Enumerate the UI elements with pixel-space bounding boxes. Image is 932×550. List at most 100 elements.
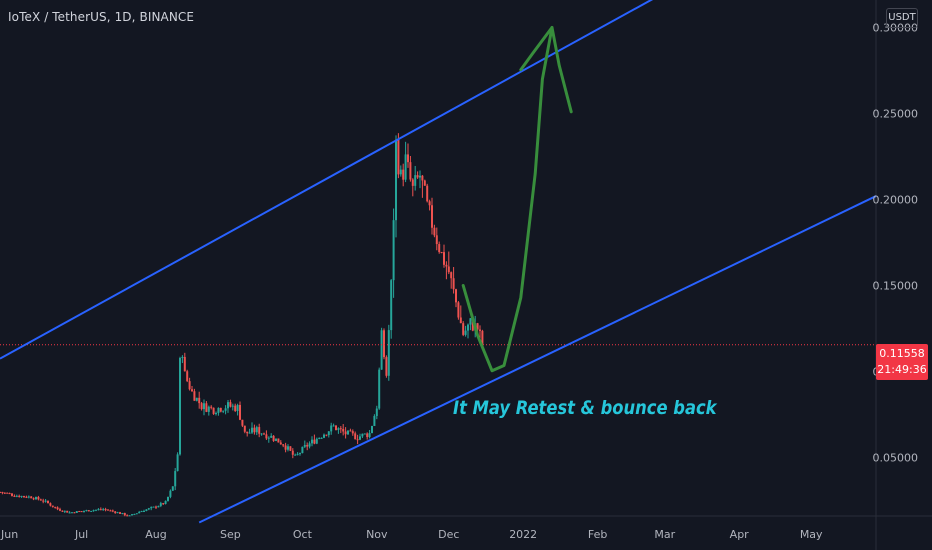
candle-body: [339, 428, 342, 430]
candle-body: [155, 506, 157, 508]
candle-body: [402, 169, 405, 180]
candle-body: [443, 252, 445, 265]
candle-body: [111, 510, 114, 512]
candle-body: [37, 497, 40, 500]
candle-body: [467, 324, 469, 331]
candle-body: [152, 506, 155, 508]
candles-group: [0, 133, 484, 517]
candle-body: [114, 511, 117, 513]
candle-body: [121, 512, 124, 514]
candle-body: [433, 227, 436, 236]
candle-body: [301, 446, 304, 454]
candle-body: [258, 427, 261, 434]
candle-body: [414, 175, 417, 186]
channel-lower-line: [198, 195, 877, 524]
candle-body: [207, 406, 210, 412]
candle-body: [71, 512, 73, 514]
candle-body: [428, 201, 431, 206]
candle-body: [1, 491, 4, 493]
candle-body: [54, 506, 57, 508]
candle-body: [174, 471, 177, 487]
candle-body: [251, 427, 253, 433]
candle-body: [399, 169, 402, 175]
candle-body: [61, 510, 64, 512]
candle-body: [303, 444, 306, 447]
candle-body: [25, 496, 28, 498]
candle-body: [236, 404, 239, 411]
candle-body: [126, 515, 129, 517]
candle-body: [183, 356, 186, 372]
candle-body: [378, 369, 381, 409]
candle-body: [431, 205, 433, 228]
candle-body: [210, 406, 213, 408]
candle-body: [234, 405, 237, 411]
candle-body: [459, 317, 462, 324]
candle-body: [471, 318, 474, 331]
x-tick-label: May: [800, 528, 823, 541]
candle-body: [188, 381, 191, 390]
symbol-title[interactable]: IoTeX / TetherUS, 1D, BINANCE: [8, 10, 195, 24]
candle-body: [68, 512, 71, 514]
x-tick-label: Sep: [220, 528, 241, 541]
candle-body: [476, 323, 479, 330]
y-tick-label: 0.30000: [873, 22, 919, 35]
candle-body: [416, 175, 419, 178]
candle-body: [450, 272, 453, 279]
candle-body: [279, 442, 282, 445]
candle-body: [397, 139, 400, 175]
y-tick-label: 0.05000: [873, 452, 919, 465]
candle-body: [323, 434, 325, 438]
x-tick-label: Dec: [438, 528, 459, 541]
candle-body: [133, 513, 136, 515]
candle-body: [49, 503, 52, 506]
candle-body: [320, 437, 323, 439]
candle-body: [263, 433, 265, 435]
candle-body: [198, 397, 201, 404]
candle-body: [169, 490, 172, 497]
candle-body: [284, 445, 287, 450]
chart-annotation-text[interactable]: It May Retest & bounce back: [453, 397, 717, 419]
candle-body: [241, 419, 244, 426]
candle-body: [11, 493, 13, 496]
candle-body: [306, 444, 309, 447]
candle-body: [171, 486, 174, 491]
candle-body: [66, 510, 69, 513]
projection-curve-start: [519, 26, 554, 72]
candle-body: [469, 318, 472, 325]
candle-body: [455, 289, 457, 303]
candle-body: [140, 511, 143, 513]
candle-body: [330, 425, 333, 432]
candle-body: [354, 433, 357, 440]
candle-body: [59, 509, 61, 511]
candle-body: [260, 433, 263, 435]
candle-body: [35, 497, 37, 500]
candle-body: [0, 491, 1, 493]
candle-body: [243, 425, 246, 432]
candle-body: [392, 220, 395, 281]
candle-body: [407, 154, 409, 163]
candle-body: [366, 433, 369, 438]
candle-body: [421, 175, 424, 181]
candle-body: [181, 356, 184, 359]
candle-body: [147, 508, 150, 510]
candle-body: [78, 511, 81, 513]
candle-body: [203, 403, 205, 410]
candle-body: [191, 389, 193, 392]
candle-body: [371, 425, 373, 434]
candle-body: [327, 431, 330, 436]
candle-body: [107, 509, 109, 511]
x-tick-label: Mar: [654, 528, 675, 541]
candle-body: [162, 503, 165, 505]
candle-body: [289, 446, 292, 451]
candle-body: [143, 511, 145, 513]
currency-badge[interactable]: USDT: [886, 8, 918, 28]
x-tick-label: Jul: [74, 528, 88, 541]
candle-body: [42, 500, 45, 502]
candle-body: [3, 492, 6, 494]
candle-body: [409, 162, 412, 180]
candle-body: [30, 496, 33, 499]
candle-body: [375, 408, 378, 417]
